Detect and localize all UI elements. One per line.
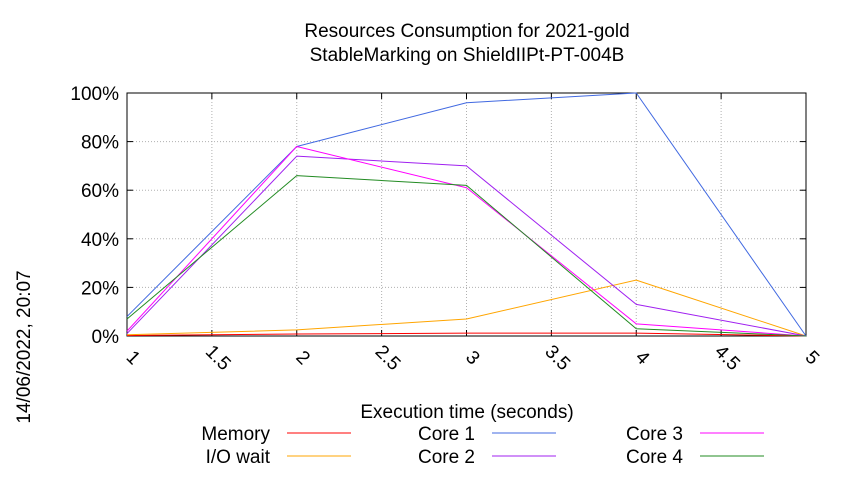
legend-item: Memory <box>201 424 351 445</box>
y-tick-label: 20% <box>81 278 119 299</box>
x-tick-label: 5 <box>801 347 823 369</box>
x-tick-label: 4 <box>631 347 654 370</box>
y-tick-label: 100% <box>70 84 119 105</box>
axis-ticks: 1 1.5 2 2.5 3 3.5 4 4.5 5 0% 20% 40% 60% 80% 100% <box>70 84 823 375</box>
legend-item: Core 2 <box>418 447 556 468</box>
y-tick-label: 40% <box>81 230 119 251</box>
x-tick-label: 4.5 <box>710 341 744 375</box>
timestamp-label: 14/06/2022, 20:07 <box>14 270 35 423</box>
y-tick-label: 60% <box>81 181 119 202</box>
legend-label: Core 4 <box>626 447 683 468</box>
chart-title-line-2: StableMarking on ShieldIIPt-PT-004B <box>310 45 625 66</box>
y-tick-label: 0% <box>92 327 120 348</box>
x-tick-label: 2.5 <box>371 341 405 375</box>
legend-item: Core 3 <box>626 424 764 445</box>
x-tick-label: 2 <box>291 347 313 369</box>
y-tick-label: 80% <box>81 133 119 154</box>
legend-label: Memory <box>201 424 270 445</box>
x-axis-label: Execution time (seconds) <box>360 402 573 423</box>
legend-label: Core 3 <box>626 424 683 445</box>
series-line-i-o-wait <box>126 279 807 337</box>
chart-title-line-1: Resources Consumption for 2021-gold <box>304 21 629 42</box>
legend-label: Core 1 <box>418 424 475 445</box>
x-tick-label: 3 <box>461 347 483 369</box>
legend-item: I/O wait <box>206 447 351 468</box>
x-tick-label: 1.5 <box>201 341 235 375</box>
series-line-core-3 <box>126 145 807 337</box>
series-line-core-2 <box>126 155 807 337</box>
series-line-memory <box>126 332 807 337</box>
series-line-core-1 <box>126 92 807 337</box>
legend-label: Core 2 <box>418 447 475 468</box>
legend-item: Core 4 <box>626 447 764 468</box>
legend-item: Core 1 <box>418 424 556 445</box>
series-lines <box>126 92 807 337</box>
legend-label: I/O wait <box>206 447 271 468</box>
x-tick-label: 1 <box>122 347 144 369</box>
series-line-core-4 <box>126 175 807 337</box>
x-tick-label: 3.5 <box>540 341 574 375</box>
